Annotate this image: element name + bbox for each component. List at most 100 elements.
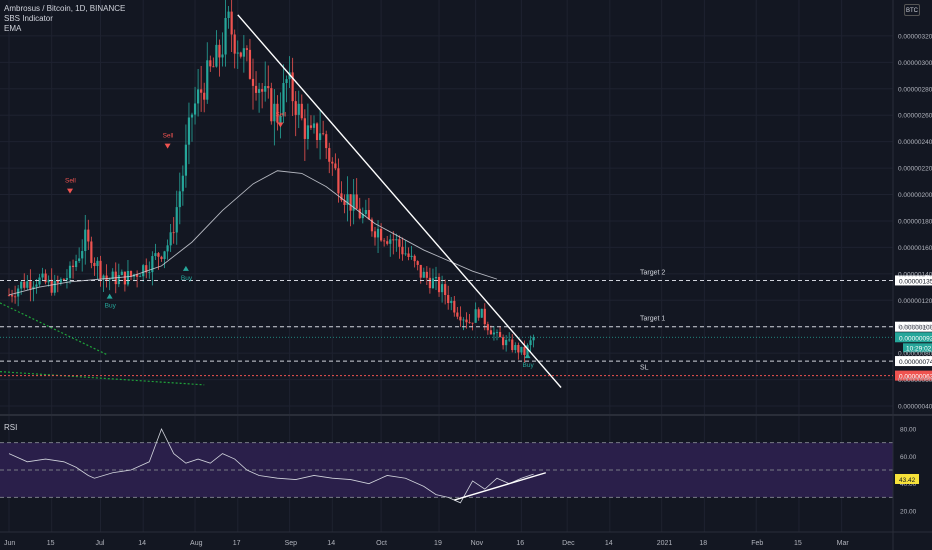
time-axis-tick-label: 2021 <box>657 540 673 547</box>
candle-body <box>334 163 337 169</box>
level-price-tag <box>895 356 932 367</box>
rsi-axis-tick-label: 60.00 <box>900 454 917 461</box>
candle-body <box>129 271 133 277</box>
price-axis-tick-label: 0.00000100 <box>898 324 932 331</box>
candle-body <box>367 210 370 220</box>
candle-body <box>520 346 523 353</box>
time-axis-tick-label: 15 <box>47 540 55 547</box>
price-axis-tick-label: 0.00000040 <box>898 404 932 411</box>
buy-arrow-icon <box>106 293 113 299</box>
currency-button[interactable]: BTC <box>904 4 920 16</box>
candle-body <box>352 194 355 211</box>
candle-body <box>422 271 425 278</box>
indicator-ema-label[interactable]: EMA <box>4 24 22 33</box>
candle-body <box>184 144 187 176</box>
candle-body <box>370 219 374 232</box>
candle-body <box>526 345 529 356</box>
symbol-title[interactable]: Ambrosus / Bitcoin, 1D, BINANCE <box>4 4 126 13</box>
buy-signal-label: Buy <box>523 362 535 369</box>
candle-body <box>306 125 309 139</box>
candle-body <box>53 280 56 293</box>
time-axis-tick-label: Nov <box>471 540 484 547</box>
candle-body <box>10 295 14 297</box>
candle-body <box>404 253 407 255</box>
candle-body <box>62 279 65 280</box>
candle-body <box>276 103 279 123</box>
level-price-text: 0.00000135 <box>899 278 932 285</box>
candle-body <box>236 52 239 54</box>
candle-body <box>120 271 123 276</box>
candle-body <box>84 229 87 252</box>
candle-body <box>498 332 502 338</box>
downtrend-line <box>237 14 562 388</box>
price-axis-tick-label: 0.00000140 <box>898 271 932 278</box>
level-price-text: 0.00000074 <box>899 359 932 366</box>
candle-body <box>474 309 477 323</box>
candle-body <box>154 253 157 257</box>
candle-body <box>517 345 520 353</box>
candle-body <box>444 284 447 296</box>
candle-body <box>413 255 416 262</box>
candle-body <box>224 18 227 55</box>
candle-body <box>434 276 438 279</box>
candle-body <box>331 161 334 164</box>
candle-body <box>410 255 413 257</box>
candle-body <box>87 229 90 242</box>
rsi-axis-tick-label: 20.00 <box>900 509 917 516</box>
time-axis-tick-label: Feb <box>751 540 763 547</box>
candle-body <box>294 101 297 115</box>
candle-body <box>453 300 456 313</box>
price-axis-tick-label: 0.00000300 <box>898 60 932 67</box>
candle-body <box>502 337 505 346</box>
indicator-sbs-label[interactable]: SBS Indicator <box>4 14 53 23</box>
candle-body <box>193 103 197 115</box>
rsi-title[interactable]: RSI <box>4 423 18 432</box>
buy-signal-label: Buy <box>105 303 117 310</box>
candle-body <box>376 228 380 238</box>
candle-body <box>380 228 383 241</box>
level-price-tag <box>895 321 932 332</box>
candle-body <box>322 133 325 135</box>
candle-body <box>349 194 352 211</box>
price-axis-tick-label: 0.00000280 <box>898 86 932 93</box>
candle-body <box>450 300 453 304</box>
candle-body <box>483 308 486 325</box>
candle-body <box>117 275 120 285</box>
buy-signal-label: Buy <box>181 275 193 282</box>
candle-body <box>312 123 316 128</box>
candle-body <box>511 339 514 351</box>
candle-body <box>459 316 462 321</box>
sell-arrow-icon <box>67 188 73 194</box>
candle-body <box>447 295 450 304</box>
candle-body <box>175 207 178 233</box>
candle-body <box>328 148 331 162</box>
price-axis-tick-label: 0.00000240 <box>898 139 932 146</box>
candle-body <box>398 239 401 247</box>
candle-body <box>212 66 215 68</box>
price-axis-tick-label: 0.00000060 <box>898 377 932 384</box>
level-label: SL <box>640 365 649 372</box>
time-axis-tick-label: Sep <box>285 540 298 547</box>
candle-body <box>7 294 11 296</box>
candle-body <box>529 340 532 346</box>
candle-body <box>288 72 291 80</box>
candle-body <box>285 79 288 84</box>
candle-body <box>392 239 395 241</box>
level-price-text: 0.00000100 <box>899 325 932 332</box>
candle-body <box>157 253 160 257</box>
candle-body <box>486 324 489 331</box>
candle-body <box>56 280 59 283</box>
candle-body <box>59 279 62 283</box>
time-axis-tick-label: 15 <box>794 540 802 547</box>
level-price-text: 0.00000063 <box>899 374 932 381</box>
time-axis-tick-label: Aug <box>190 540 203 547</box>
rsi-trendline <box>454 472 547 501</box>
candle-body <box>355 194 358 209</box>
candle-body <box>441 284 444 293</box>
candle-body <box>139 276 142 278</box>
time-axis-tick-label: 19 <box>434 540 442 547</box>
candle-body <box>23 281 26 288</box>
buy-arrow-icon <box>524 353 531 359</box>
candle-body <box>90 241 93 263</box>
